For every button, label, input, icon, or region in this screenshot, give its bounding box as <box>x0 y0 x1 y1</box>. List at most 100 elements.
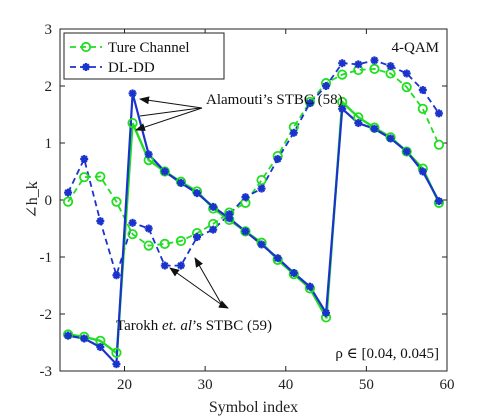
data-point <box>370 124 379 133</box>
y-axis-label: ∠h_k <box>24 181 41 218</box>
annotation-tarokh-part: et. al <box>162 318 192 334</box>
plot-frame <box>59 28 448 372</box>
data-point <box>112 360 121 369</box>
annotation-tarokh-part: Tarokh <box>116 318 162 334</box>
legend-label-true-channel: Ture Channel <box>108 40 190 56</box>
data-point <box>273 254 282 263</box>
data-point <box>257 240 266 249</box>
axes: 20 30 40 50 60 -3 -2 -1 0 1 2 3 Symbol index ∠h_k <box>24 22 455 416</box>
data-point <box>111 347 122 358</box>
data-point <box>127 117 138 129</box>
data-point <box>95 171 106 182</box>
data-point <box>144 150 153 159</box>
y-tick-label: -2 <box>40 307 53 323</box>
data-point <box>240 226 251 237</box>
legend-label-dl-dd: DL-DD <box>108 60 155 76</box>
data-point <box>193 233 202 242</box>
x-tick-label: 40 <box>278 377 293 393</box>
data-point <box>273 154 282 163</box>
rho-label: ρ ∈ [0.04, 0.045] <box>335 346 439 362</box>
data-point <box>401 82 412 93</box>
data-point <box>209 225 218 234</box>
data-point <box>241 193 250 202</box>
y-tick-label: -3 <box>40 364 53 380</box>
x-tick-label: 60 <box>440 377 455 393</box>
data-point <box>434 109 443 118</box>
arrow-tarokh-1 <box>194 257 223 306</box>
x-tick-label: 50 <box>359 377 374 393</box>
data-point <box>338 59 347 68</box>
data-point <box>143 240 154 251</box>
data-point <box>82 63 90 71</box>
data-point <box>305 99 314 108</box>
y-tick-label: 3 <box>45 22 53 38</box>
y-tick-label: 1 <box>45 136 53 152</box>
data-point <box>159 238 170 249</box>
series-line-true-channel <box>67 67 440 247</box>
data-point <box>144 224 153 233</box>
data-point <box>80 334 89 343</box>
data-point <box>209 202 218 211</box>
data-point <box>112 271 121 280</box>
data-point <box>354 119 363 128</box>
data-point <box>96 217 105 226</box>
data-point <box>79 172 90 183</box>
data-point <box>433 139 445 150</box>
data-point <box>402 69 411 78</box>
series-layer <box>62 56 445 369</box>
annotation-alamouti: Alamouti’s STBC (58) <box>206 92 343 108</box>
data-point <box>370 56 379 65</box>
data-point <box>111 196 122 207</box>
y-tick-label: 2 <box>45 79 53 95</box>
arrow-alamouti-base <box>139 107 201 117</box>
data-point <box>160 167 169 176</box>
data-point <box>417 103 428 114</box>
data-point <box>159 166 170 177</box>
data-point <box>64 188 73 197</box>
annotation-tarokh: Tarokh et. al’s STBC (59) <box>116 318 272 334</box>
annotations: Alamouti’s STBC (58) Tarokh et. al’s STBC… <box>116 40 439 362</box>
data-point <box>305 282 314 291</box>
annotation-tarokh-part: ’s STBC (59) <box>192 318 272 334</box>
data-point <box>322 82 331 90</box>
arrow-alamouti-2 <box>135 107 203 131</box>
data-point <box>401 146 412 157</box>
data-point <box>338 104 347 113</box>
data-point <box>96 343 105 352</box>
data-point <box>369 63 380 75</box>
data-point <box>289 128 298 137</box>
data-point <box>402 147 411 156</box>
arrow-alamouti-1 <box>139 96 203 109</box>
data-point <box>64 331 73 340</box>
data-point <box>418 167 427 176</box>
arrow-tarokh-3 <box>218 300 229 309</box>
data-point <box>62 196 74 207</box>
legend-box <box>63 32 225 80</box>
x-tick-label: 20 <box>117 377 132 393</box>
data-point <box>128 218 137 227</box>
y-tick-label: 0 <box>45 193 53 209</box>
data-point <box>225 214 234 223</box>
box-label-4qam: 4-QAM <box>392 40 440 56</box>
arrow-tarokh-2 <box>169 267 223 306</box>
data-point <box>193 189 202 198</box>
data-point <box>337 69 348 80</box>
data-point <box>127 229 138 240</box>
data-point <box>289 268 298 277</box>
data-point <box>322 308 331 317</box>
y-tick-label: -1 <box>40 250 53 266</box>
data-point <box>386 134 395 143</box>
data-point <box>175 235 187 247</box>
data-point <box>354 60 363 69</box>
data-point <box>241 227 250 236</box>
data-point <box>256 174 267 186</box>
data-point <box>418 85 427 94</box>
x-tick-label: 30 <box>198 377 213 393</box>
legend: Ture Channel DL-DD <box>63 32 225 80</box>
x-axis-label: Symbol index <box>209 399 298 416</box>
data-point <box>80 41 92 53</box>
data-point <box>257 184 266 193</box>
data-point <box>160 261 169 270</box>
